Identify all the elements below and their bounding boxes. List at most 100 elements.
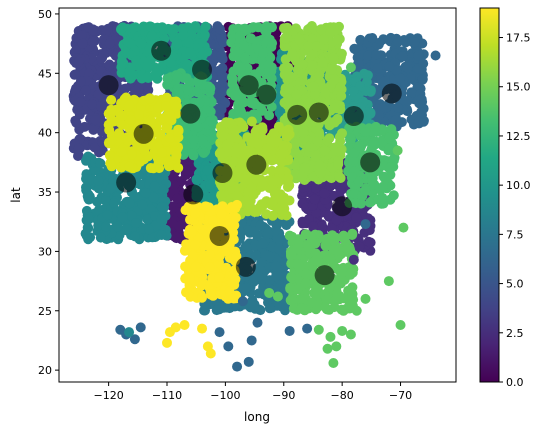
data-point: [247, 22, 258, 33]
data-point: [167, 217, 178, 228]
data-point: [333, 159, 344, 170]
data-point: [310, 151, 321, 162]
data-point: [336, 304, 347, 315]
data-point: [128, 70, 139, 81]
data-point: [200, 21, 211, 32]
data-point: [147, 30, 157, 41]
data-point: [413, 50, 424, 61]
data-point: [402, 62, 413, 73]
data-point: [354, 241, 365, 252]
data-point: [216, 104, 227, 115]
data-point: [379, 76, 390, 87]
data-point: [270, 261, 281, 272]
data-point: [198, 148, 209, 158]
data-point: [318, 34, 329, 45]
data-point: [376, 194, 387, 204]
data-point: [316, 221, 327, 232]
data-point: [347, 282, 358, 293]
data-point: [117, 212, 128, 223]
data-point: [314, 160, 325, 171]
data-point: [93, 89, 104, 100]
data-point: [348, 86, 359, 97]
data-point: [288, 303, 299, 314]
data-point: [70, 69, 81, 80]
data-point: [354, 140, 365, 151]
data-point: [218, 86, 229, 97]
data-point: [320, 87, 331, 98]
data-point: [298, 128, 309, 138]
data-point: [192, 122, 203, 133]
data-point: [173, 86, 184, 97]
data-point: [246, 98, 257, 108]
data-point: [328, 190, 339, 201]
points-layer: [68, 20, 441, 372]
data-point: [286, 272, 297, 283]
data-point: [73, 143, 84, 154]
data-point: [102, 210, 113, 221]
data-point: [138, 21, 149, 32]
data-point: [300, 278, 311, 289]
data-point: [336, 91, 347, 101]
data-point: [395, 73, 406, 84]
data-point: [315, 167, 326, 178]
data-point: [278, 271, 289, 282]
data-point: [286, 249, 297, 260]
data-point: [227, 156, 238, 167]
data-point: [324, 133, 335, 144]
data-point: [355, 35, 366, 46]
data-point: [100, 221, 111, 232]
data-point: [182, 85, 193, 96]
data-point: [240, 52, 250, 63]
data-point: [416, 94, 427, 105]
data-point: [370, 121, 381, 132]
data-point: [309, 89, 320, 100]
data-point: [306, 232, 317, 243]
data-point: [388, 190, 399, 201]
data-point: [97, 145, 108, 156]
data-point: [245, 33, 256, 44]
data-point: [182, 59, 193, 70]
data-point: [365, 108, 376, 119]
data-point: [384, 61, 395, 72]
data-point: [372, 63, 383, 74]
data-point: [365, 197, 375, 208]
data-point: [349, 43, 360, 54]
data-point: [261, 21, 272, 32]
data-point: [380, 173, 391, 184]
data-point: [330, 295, 341, 306]
data-point: [351, 212, 362, 223]
data-point: [255, 220, 266, 231]
data-point: [293, 236, 304, 247]
data-point: [316, 24, 327, 35]
data-point: [311, 284, 322, 294]
data-point: [263, 59, 274, 70]
data-point: [231, 191, 242, 201]
data-point: [341, 243, 352, 254]
data-point: [245, 45, 256, 56]
data-point: [77, 38, 88, 49]
data-point: [264, 110, 275, 121]
data-point: [199, 305, 209, 316]
data-point: [130, 231, 140, 242]
data-point: [112, 221, 123, 232]
data-point: [156, 202, 167, 212]
data-point: [345, 269, 356, 280]
data-point: [247, 295, 258, 306]
data-point: [188, 150, 199, 161]
data-point: [93, 220, 104, 231]
data-point: [181, 165, 192, 176]
data-point: [131, 218, 141, 229]
data-point: [349, 148, 360, 158]
data-point: [329, 235, 340, 246]
data-point: [264, 303, 275, 314]
data-point: [267, 38, 278, 49]
data-point: [278, 140, 289, 151]
data-point: [230, 90, 240, 101]
data-point: [242, 132, 253, 143]
data-point: [92, 196, 103, 207]
data-point: [320, 302, 331, 313]
data-point: [228, 66, 239, 77]
data-point: [88, 124, 99, 135]
data-point: [124, 198, 135, 209]
data-point: [104, 38, 115, 49]
